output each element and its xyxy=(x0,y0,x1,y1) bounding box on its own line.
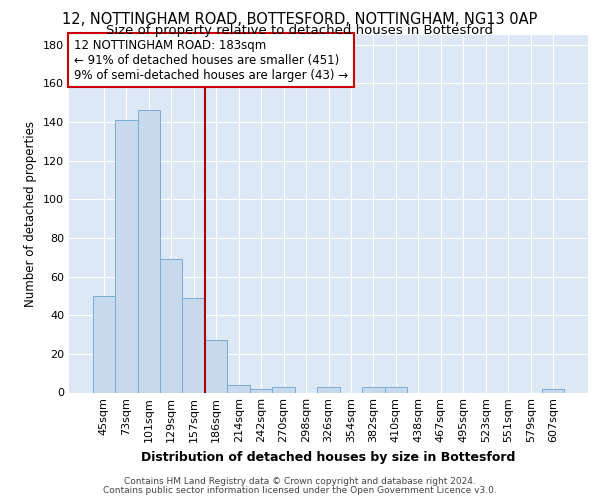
Bar xyxy=(542,388,565,392)
Bar xyxy=(317,386,340,392)
Bar xyxy=(227,385,250,392)
Bar xyxy=(160,259,182,392)
Bar xyxy=(137,110,160,392)
Text: Contains HM Land Registry data © Crown copyright and database right 2024.: Contains HM Land Registry data © Crown c… xyxy=(124,478,476,486)
Bar xyxy=(205,340,227,392)
Bar xyxy=(272,386,295,392)
Bar xyxy=(385,386,407,392)
Y-axis label: Number of detached properties: Number of detached properties xyxy=(25,120,37,306)
Text: 12 NOTTINGHAM ROAD: 183sqm
← 91% of detached houses are smaller (451)
9% of semi: 12 NOTTINGHAM ROAD: 183sqm ← 91% of deta… xyxy=(74,38,349,82)
Bar xyxy=(362,386,385,392)
X-axis label: Distribution of detached houses by size in Bottesford: Distribution of detached houses by size … xyxy=(142,451,515,464)
Text: Size of property relative to detached houses in Bottesford: Size of property relative to detached ho… xyxy=(107,24,493,37)
Bar xyxy=(250,388,272,392)
Bar xyxy=(92,296,115,392)
Bar xyxy=(115,120,137,392)
Text: Contains public sector information licensed under the Open Government Licence v3: Contains public sector information licen… xyxy=(103,486,497,495)
Bar xyxy=(182,298,205,392)
Text: 12, NOTTINGHAM ROAD, BOTTESFORD, NOTTINGHAM, NG13 0AP: 12, NOTTINGHAM ROAD, BOTTESFORD, NOTTING… xyxy=(62,12,538,28)
